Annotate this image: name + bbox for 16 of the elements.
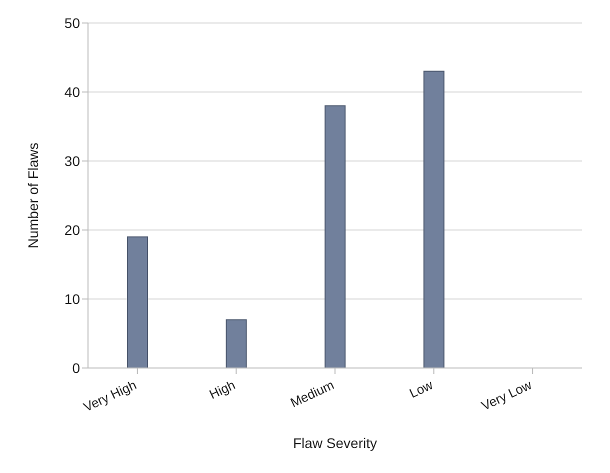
x-tick-label: Very High <box>81 377 139 415</box>
bar <box>226 319 247 368</box>
y-tick-label: 20 <box>64 222 80 238</box>
bar <box>324 105 346 368</box>
y-axis-title: Number of Flaws <box>24 142 41 248</box>
x-tick-label: High <box>206 377 238 402</box>
y-tick-label: 0 <box>72 360 80 376</box>
y-tick-label: 30 <box>64 152 80 169</box>
x-tick-label: Very Low <box>479 376 534 414</box>
y-tick-label: 10 <box>64 290 80 307</box>
y-tick-label: 40 <box>64 84 80 100</box>
bar <box>127 236 148 368</box>
y-tick-label: 50 <box>64 14 80 31</box>
x-axis-title: Flaw Severity <box>292 435 378 451</box>
x-tick-label: Low <box>407 376 436 401</box>
bar <box>423 70 444 368</box>
